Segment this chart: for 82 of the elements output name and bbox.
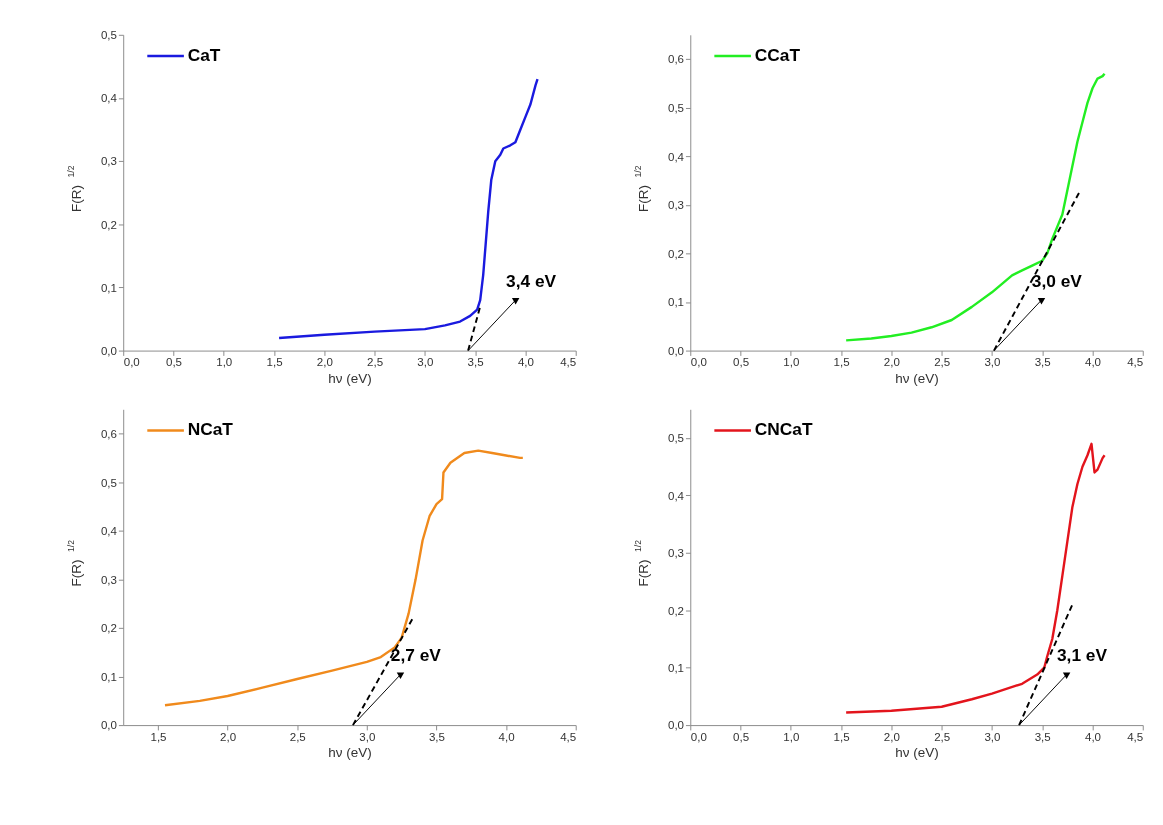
x-tick-label: 3,0 [417, 356, 434, 369]
x-axis-title: hν (eV) [328, 370, 372, 386]
x-tick-label: 1,5 [833, 731, 850, 743]
legend-label: CCaT [754, 44, 801, 65]
y-tick-label: 0,1 [667, 662, 685, 675]
x-tick-label: 4,0 [517, 356, 534, 369]
x-tick-label: 2,0 [220, 731, 237, 743]
y-tick-label: 0,5 [667, 102, 685, 115]
y-axis-title: F(R)1/2 [633, 165, 651, 212]
y-tick-label: 0,0 [100, 344, 117, 357]
y-tick-label: 0,0 [667, 719, 685, 732]
legend-label: CNCaT [754, 419, 813, 440]
x-tick-label: 3,0 [984, 356, 1001, 369]
x-tick-label: 2,0 [316, 356, 333, 369]
y-tick-label: 0,1 [100, 281, 117, 294]
y-tick-label: 0,2 [100, 218, 117, 231]
x-tick-label: 0,5 [165, 356, 183, 369]
x-tick-label: 4,5 [1127, 731, 1144, 743]
x-tick-label: 1,0 [216, 356, 233, 369]
y-tick-label: 0,3 [667, 547, 685, 560]
x-tick-label: 4,0 [1084, 356, 1102, 369]
y-tick-label: 0,4 [100, 92, 118, 105]
y-axis-title: F(R)1/2 [633, 539, 651, 587]
x-tick-label: 4,0 [498, 731, 515, 743]
y-axis-title: F(R)1/2 [66, 539, 84, 587]
x-tick-label: 0,0 [690, 731, 707, 743]
x-tick-label: 3,5 [1034, 731, 1051, 743]
x-tick-label: 1,5 [833, 356, 850, 369]
x-tick-label: 2,5 [934, 356, 951, 369]
y-tick-label: 0,2 [100, 622, 117, 635]
x-tick-label: 1,0 [783, 731, 800, 743]
y-tick-label: 0,6 [100, 427, 117, 440]
legend-label: CaT [187, 44, 221, 65]
x-tick-label: 2,0 [883, 731, 900, 743]
x-tick-label: 3,5 [467, 356, 484, 369]
x-tick-label: 4,5 [560, 731, 577, 743]
x-tick-label: 4,0 [1084, 731, 1102, 743]
annotation: 2,7 eV [390, 645, 442, 666]
x-tick-label: 4,5 [1127, 356, 1144, 369]
line-series [844, 442, 1106, 714]
line-series [844, 72, 1106, 342]
annotation: 3,0 eV [1031, 270, 1083, 291]
y-tick-label: 0,5 [100, 29, 117, 42]
annotation: 3,1 eV [1056, 645, 1108, 666]
x-tick-label: 3,0 [984, 731, 1001, 743]
x-axis-title: hν (eV) [328, 745, 372, 761]
x-tick-label: 0,5 [733, 356, 750, 369]
y-tick-label: 0,4 [100, 525, 118, 538]
y-tick-label: 0,1 [667, 296, 685, 309]
x-tick-label: 1,5 [266, 356, 283, 369]
y-tick-label: 0,6 [667, 53, 685, 66]
y-axis-title: F(R)1/2 [66, 165, 84, 212]
y-tick-label: 0,3 [100, 155, 117, 168]
x-axis-title: hν (eV) [895, 745, 939, 761]
y-tick-label: 0,0 [667, 344, 685, 357]
x-tick-label: 4,5 [560, 356, 577, 369]
x-tick-label: 0,5 [733, 731, 750, 743]
x-tick-label: 2,5 [367, 356, 384, 369]
y-tick-label: 0,5 [100, 476, 117, 489]
x-tick-label: 2,5 [289, 731, 306, 743]
x-tick-label: 3,5 [428, 731, 446, 743]
y-tick-label: 0,1 [100, 670, 117, 683]
y-tick-label: 0,4 [667, 150, 685, 163]
x-tick-label: 0,0 [690, 356, 707, 369]
y-tick-label: 0,0 [100, 719, 117, 732]
y-tick-label: 0,2 [667, 247, 685, 260]
y-tick-label: 0,3 [100, 573, 117, 586]
x-axis-title: hν (eV) [895, 370, 939, 386]
legend-label: NCaT [187, 419, 234, 440]
y-tick-label: 0,3 [667, 199, 685, 212]
x-tick-label: 1,5 [150, 731, 167, 743]
x-tick-label: 3,0 [359, 731, 376, 743]
y-tick-label: 0,5 [667, 432, 685, 445]
x-tick-label: 2,5 [934, 731, 951, 743]
x-tick-label: 2,0 [883, 356, 900, 369]
y-tick-label: 0,4 [667, 489, 685, 502]
x-tick-label: 1,0 [783, 356, 800, 369]
x-tick-label: 3,5 [1034, 356, 1051, 369]
x-tick-label: 0,0 [123, 356, 140, 369]
line-series [163, 449, 525, 707]
annotation: 3,4 eV [506, 270, 557, 291]
y-tick-label: 0,2 [667, 604, 685, 617]
